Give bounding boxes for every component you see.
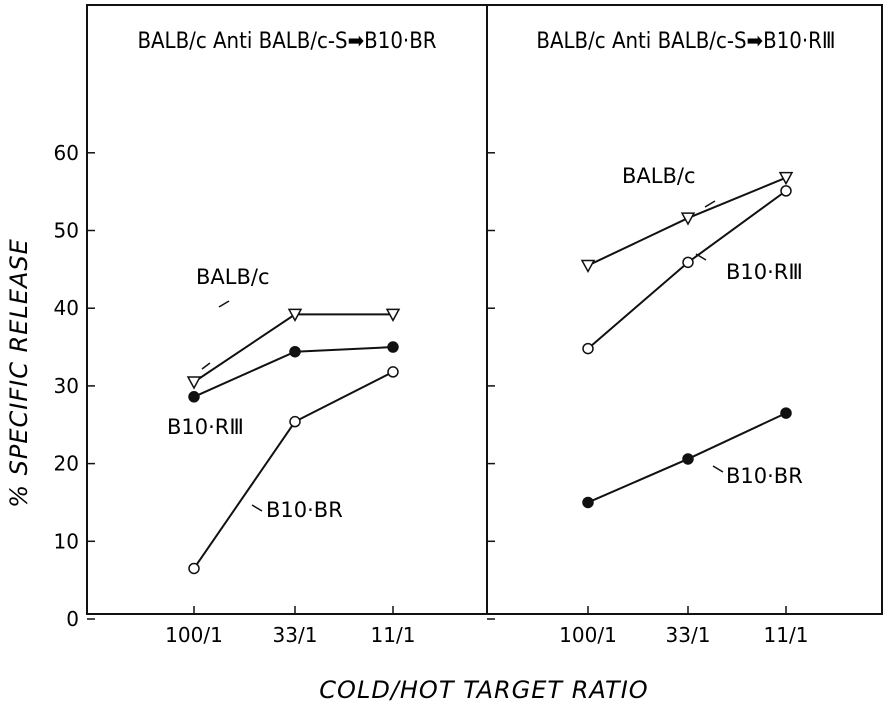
data-point-open-circle (387, 366, 399, 378)
x-tick-label: 100/1 (559, 623, 617, 647)
data-point-open-circle (682, 256, 694, 269)
data-point-open-circle (780, 185, 792, 197)
label-leader (704, 200, 716, 208)
panel-title: BALB/c Anti BALB/c-S➡B10·BR (137, 29, 436, 54)
data-point-filled-circle (682, 453, 694, 465)
data-point-filled-circle (387, 341, 399, 353)
data-point-filled-circle (780, 407, 792, 419)
series-label: B10·BR (266, 498, 343, 522)
series-b10-r: B10·RⅢ (167, 341, 399, 439)
y-tick-label: 40 (54, 296, 79, 320)
data-point-filled-circle (582, 496, 594, 509)
panel-frame (486, 4, 883, 615)
x-tick-label: 11/1 (371, 623, 416, 647)
panel-title: BALB/c Anti BALB/c-S➡B10·RⅢ (536, 29, 835, 54)
series-label: BALB/c (196, 265, 270, 289)
data-point-open-circle (582, 342, 594, 355)
y-tick-label: 50 (54, 219, 79, 243)
label-leader (695, 253, 707, 261)
y-tick-label: 20 (54, 452, 79, 476)
label-leader (218, 300, 230, 308)
series-b10-br: B10·BR (188, 366, 399, 575)
x-axis-title: COLD/HOT TARGET RATIO (319, 676, 648, 704)
x-tick-label: 100/1 (165, 623, 223, 647)
y-tick-label: 10 (54, 529, 79, 553)
series-label: B10·BR (726, 464, 803, 488)
label-leader (251, 504, 263, 512)
y-tick-label: 30 (54, 374, 79, 398)
x-tick-label: 11/1 (764, 623, 809, 647)
series-label: BALB/c (622, 164, 696, 188)
data-point-open-triangle (287, 308, 303, 322)
data-point-open-triangle (580, 259, 596, 274)
label-leader (201, 362, 211, 370)
data-point-open-triangle (778, 171, 794, 186)
data-point-open-triangle (385, 308, 401, 322)
series-b10-r: B10·RⅢ (582, 253, 803, 509)
data-point-open-circle (289, 415, 301, 428)
data-point-open-triangle (680, 212, 696, 226)
series-b10-br: B10·BR (582, 185, 803, 488)
data-point-open-triangle (186, 376, 202, 390)
series-label: B10·RⅢ (167, 415, 244, 439)
data-point-open-circle (188, 562, 200, 575)
x-tick-label: 33/1 (666, 623, 711, 647)
y-tick-label: 0 (66, 607, 79, 631)
chart-panel-left: BALB/c Anti BALB/c-S➡B10·BR 0 10 20 30 40 50 60… (54, 4, 488, 647)
series-balb-c: BALB/c (580, 164, 794, 274)
series-label: B10·RⅢ (726, 260, 803, 284)
x-tick-label: 33/1 (273, 623, 318, 647)
series-balb-c: BALB/c (186, 265, 401, 390)
data-point-filled-circle (289, 345, 301, 358)
label-leader (712, 465, 724, 473)
chart-panel-right: BALB/c Anti BALB/c-S➡B10·RⅢ 100/1 33/1 11/1… (486, 4, 883, 647)
data-point-filled-circle (188, 391, 200, 403)
y-tick-label: 60 (54, 141, 79, 165)
y-axis-title: % SPECIFIC RELEASE (5, 238, 33, 508)
